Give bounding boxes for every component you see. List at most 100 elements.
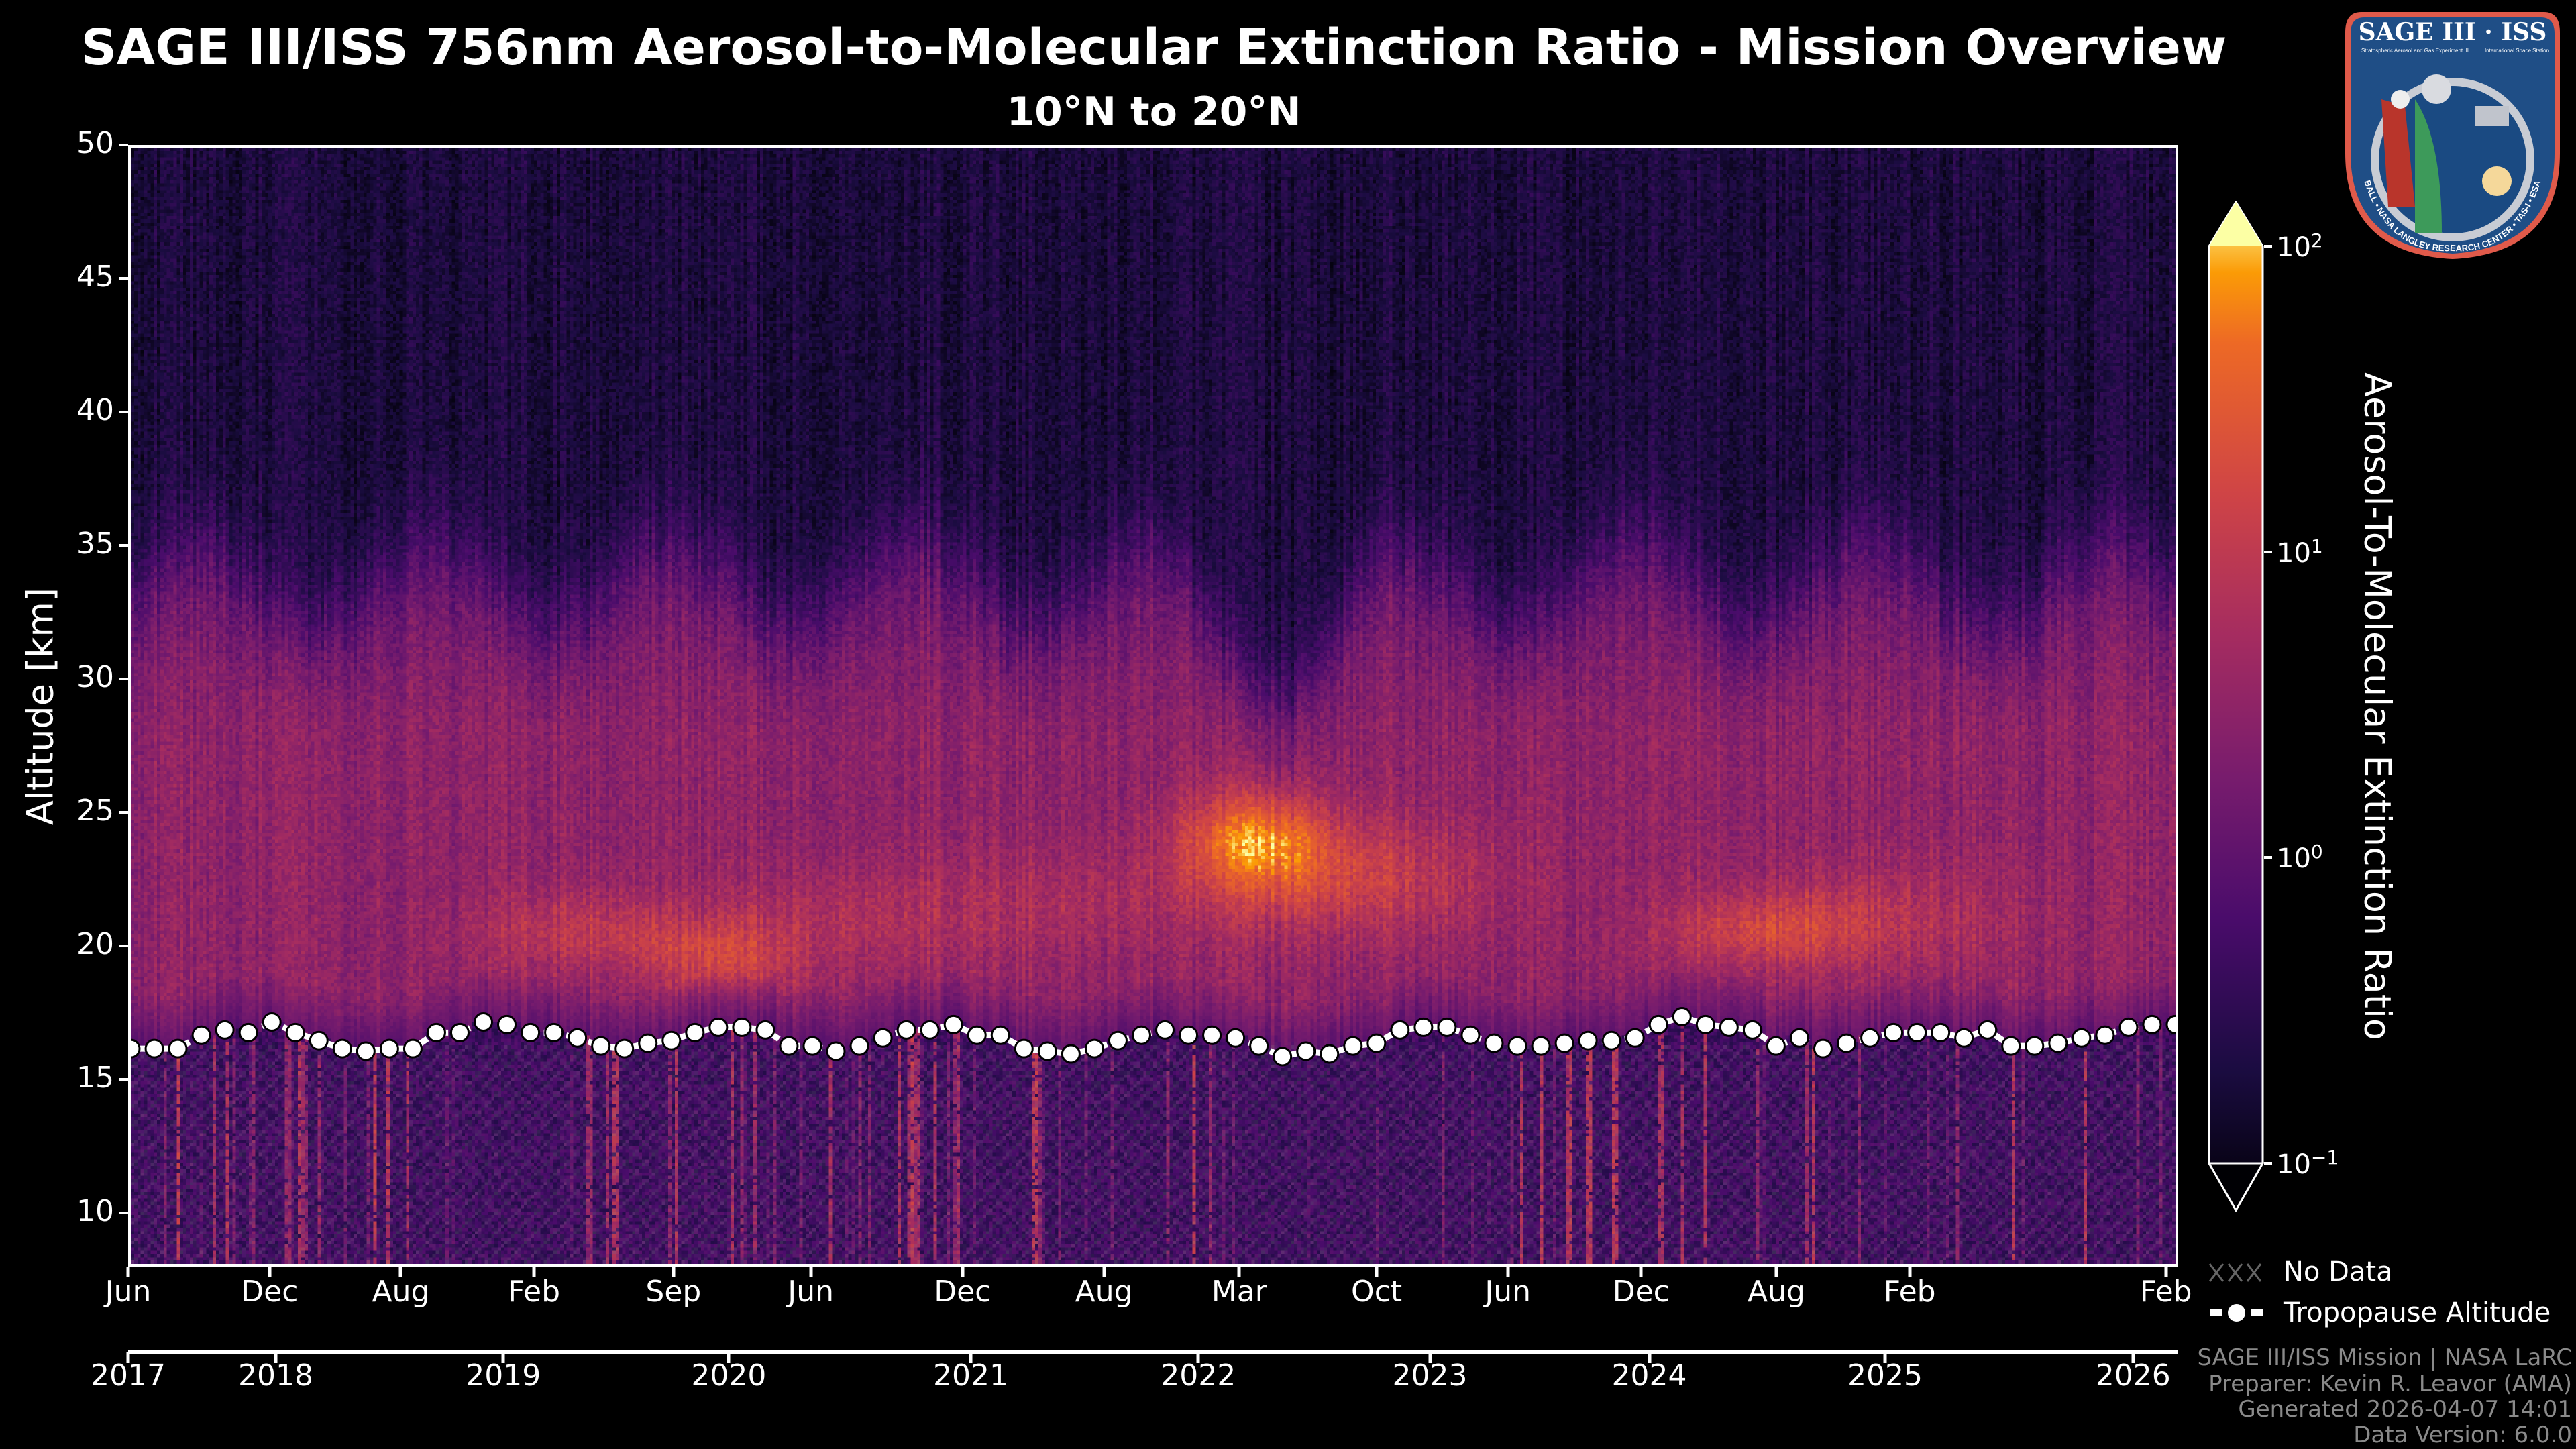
tropopause-point xyxy=(1742,1020,1762,1040)
tropopause-point xyxy=(1037,1041,1057,1061)
tropopause-point xyxy=(990,1025,1010,1045)
x-month-tick xyxy=(2164,1267,2168,1277)
x-month-label: Sep xyxy=(645,1275,702,1309)
tick-exponent: −1 xyxy=(2310,1146,2339,1169)
y-tick-label: 35 xyxy=(76,527,114,561)
tropopause-point xyxy=(568,1028,588,1048)
tick-base: 10 xyxy=(2277,1149,2311,1181)
tropopause-point xyxy=(2001,1036,2021,1056)
tropopause-point xyxy=(1672,1007,1692,1027)
chart-title: SAGE III/ISS 756nm Aerosol-to-Molecular … xyxy=(80,19,2227,76)
y-tick-label: 15 xyxy=(76,1061,114,1095)
tropopause-point xyxy=(1860,1028,1880,1048)
tropopause-point xyxy=(1460,1025,1481,1045)
x-month-tick xyxy=(398,1267,402,1277)
tropopause-point xyxy=(1249,1036,1269,1056)
tropopause-point xyxy=(1978,1020,1998,1040)
tropopause-point xyxy=(967,1025,987,1045)
x-month-label: Dec xyxy=(934,1275,991,1309)
x-year-tick xyxy=(1883,1352,1887,1363)
y-tick-mark xyxy=(119,411,128,414)
colorbar-tick-mark xyxy=(2264,245,2272,248)
footer-generated: Generated 2026-04-07 14:01 xyxy=(2238,1396,2572,1423)
tropopause-point xyxy=(262,1012,282,1032)
tropopause-point xyxy=(191,1025,211,1045)
tropopause-point xyxy=(1014,1038,1034,1059)
tropopause-point xyxy=(131,1038,141,1059)
x-month-tick xyxy=(672,1267,676,1277)
x-year-tick xyxy=(1648,1352,1652,1363)
y-tick-label: 50 xyxy=(76,126,114,160)
footer-version: Data Version: 6.0.0 xyxy=(2353,1421,2572,1448)
colorbar-extend-min xyxy=(2208,1162,2264,1212)
tropopause-point xyxy=(2072,1028,2092,1048)
tropopause-point xyxy=(1226,1028,1246,1048)
colorbar-tick-mark xyxy=(2264,1162,2272,1165)
x-year-tick xyxy=(1428,1352,1432,1363)
x-month-tick xyxy=(126,1267,130,1277)
tropopause-point xyxy=(1648,1014,1668,1034)
tropopause-point xyxy=(591,1036,611,1056)
tropopause-point xyxy=(802,1036,822,1056)
x-month-label: Oct xyxy=(1351,1275,1403,1309)
tick-exponent: 1 xyxy=(2310,535,2323,557)
tropopause-point xyxy=(1813,1038,1833,1059)
tropopause-point xyxy=(708,1017,729,1037)
tropopause-point xyxy=(1320,1044,1340,1064)
x-month-tick xyxy=(1237,1267,1241,1277)
extinction-ratio-heatmap xyxy=(131,148,2176,1264)
tropopause-point xyxy=(285,1022,305,1042)
tropopause-point xyxy=(309,1030,329,1051)
tropopause-point xyxy=(638,1033,658,1053)
tropopause-point xyxy=(1179,1025,1199,1045)
tropopause-point xyxy=(943,1014,963,1034)
tropopause-point xyxy=(732,1017,752,1037)
x-year-tick xyxy=(969,1352,973,1363)
logo-title: SAGE III · ISS xyxy=(2359,18,2547,46)
y-tick-mark xyxy=(119,945,128,948)
colorbar-extend-max xyxy=(2209,202,2263,246)
tropopause-point xyxy=(1554,1033,1574,1053)
tropopause-point xyxy=(1202,1025,1222,1045)
x-year-label: 2022 xyxy=(1161,1358,1236,1393)
tropopause-point xyxy=(426,1022,446,1042)
x-month-label: Aug xyxy=(1748,1275,1805,1309)
x-year-label: 2021 xyxy=(933,1358,1009,1393)
x-month-label: Mar xyxy=(1211,1275,1267,1309)
tropopause-point xyxy=(1766,1036,1786,1056)
tropopause-point xyxy=(1907,1022,1927,1042)
tropopause-point xyxy=(1273,1046,1293,1067)
x-month-tick xyxy=(268,1267,272,1277)
tropopause-point xyxy=(1437,1017,1457,1037)
colorbar-tick-label: 102 xyxy=(2277,229,2323,263)
y-tick-mark xyxy=(119,1212,128,1215)
x-year-label: 2024 xyxy=(1611,1358,1687,1393)
footer-preparer: Preparer: Kevin R. Leavor (AMA) xyxy=(2208,1371,2572,1397)
x-month-label: Aug xyxy=(1075,1275,1133,1309)
x-year-tick xyxy=(501,1352,505,1363)
tropopause-point xyxy=(1507,1036,1527,1056)
x-year-tick xyxy=(274,1352,278,1363)
x-month-label: Jun xyxy=(788,1275,835,1309)
tropopause-point xyxy=(1954,1028,1974,1048)
tropopause-point xyxy=(849,1036,869,1056)
colorbar-tick-label: 10−1 xyxy=(2277,1146,2339,1180)
tropopause-point xyxy=(2165,1014,2176,1034)
colorbar-tick-label: 101 xyxy=(2277,535,2323,568)
tropopause-point xyxy=(779,1036,799,1056)
tropopause-point xyxy=(755,1020,775,1040)
x-year-label: 2020 xyxy=(691,1358,767,1393)
chart-subtitle: 10°N to 20°N xyxy=(1006,89,1301,136)
tropopause-point xyxy=(685,1022,705,1042)
x-month-label: Aug xyxy=(372,1275,430,1309)
y-tick-mark xyxy=(119,678,128,681)
y-tick-label: 25 xyxy=(76,794,114,828)
tropopause-point xyxy=(1719,1017,1739,1037)
x-month-label: Jun xyxy=(105,1275,152,1309)
tropopause-point xyxy=(2095,1025,2115,1045)
tropopause-point xyxy=(2048,1033,2068,1053)
x-month-label: Dec xyxy=(1612,1275,1670,1309)
x-month-tick xyxy=(1774,1267,1778,1277)
tick-exponent: 2 xyxy=(2310,229,2323,252)
tropopause-point xyxy=(1155,1020,1175,1040)
